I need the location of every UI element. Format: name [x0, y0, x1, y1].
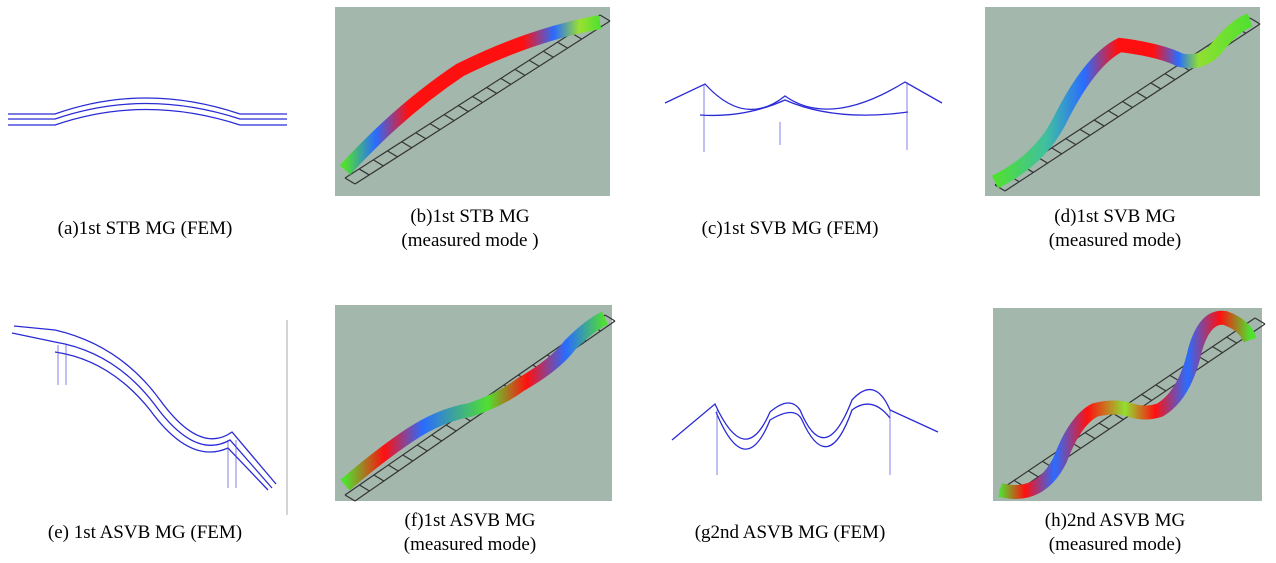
deck-rung	[388, 464, 399, 472]
mode-band	[998, 310, 1257, 499]
deck-rung	[358, 168, 370, 176]
deck-rung	[557, 41, 568, 49]
mode-line	[664, 81, 943, 111]
caption: (c)1st SVB MG (FEM)	[702, 218, 879, 239]
deck-rung	[1122, 100, 1133, 109]
deck-rung	[486, 86, 497, 94]
mode-line	[699, 99, 909, 117]
deck-rung	[1113, 413, 1124, 421]
mode-line	[13, 325, 277, 485]
deck-rung	[1254, 317, 1266, 325]
deck-rung	[472, 95, 483, 104]
deck-rung	[1212, 346, 1223, 354]
deck-rung	[359, 484, 370, 492]
caption: (d)1st SVB MG	[1054, 206, 1176, 227]
deck-rung	[1164, 73, 1176, 81]
panel-f	[335, 305, 616, 502]
deck-rung	[514, 68, 526, 76]
deck-rung	[1084, 432, 1096, 440]
deck-rung	[543, 50, 554, 58]
deck-rung	[1136, 91, 1147, 99]
panel-g	[671, 389, 939, 475]
mode-line	[715, 403, 891, 450]
panel-h	[993, 308, 1266, 501]
deck-rung	[1093, 119, 1105, 127]
deck-rung	[429, 123, 441, 131]
deck-rung	[445, 424, 457, 432]
mode-line	[8, 102, 287, 120]
caption: (measured mode )	[401, 230, 538, 251]
mode-line	[11, 332, 273, 489]
deck-rung	[599, 14, 611, 22]
deck-rung	[1150, 82, 1162, 90]
deck-rung	[1249, 17, 1261, 25]
deck-rung	[1141, 393, 1152, 401]
panel-a	[8, 97, 287, 126]
deck-rung	[1098, 422, 1110, 430]
caption: (e) 1st ASVB MG (FEM)	[48, 522, 242, 543]
deck-rung	[500, 77, 512, 85]
mode-line	[8, 108, 287, 126]
deck-rung	[1051, 147, 1062, 155]
deck-rung	[416, 444, 428, 452]
captions: (a)1st STB MG (FEM) (b)1st STB MG (measure…	[48, 206, 1186, 555]
deck-rung	[1155, 384, 1167, 392]
mode-band	[339, 15, 602, 175]
deck-rung	[1079, 128, 1091, 136]
deck-rung	[1028, 470, 1039, 478]
deck-rung	[402, 454, 414, 462]
mode-band	[991, 13, 1253, 189]
deck-rung	[443, 114, 455, 122]
deck-rung	[415, 132, 427, 140]
caption: (measured mode)	[404, 534, 536, 555]
deck-rung	[401, 141, 412, 149]
deck-rung	[344, 494, 356, 502]
caption: (measured mode)	[1049, 534, 1181, 555]
mode-line	[8, 97, 287, 115]
deck-rung	[1226, 336, 1237, 344]
caption: (f)1st ASVB MG	[405, 510, 536, 531]
caption: (measured mode)	[1049, 230, 1181, 251]
deck-rung	[1065, 138, 1077, 146]
caption: (a)1st STB MG (FEM)	[58, 218, 233, 239]
deck-rung	[387, 150, 398, 158]
deck-rung	[458, 105, 469, 113]
deck-rung	[528, 59, 540, 67]
caption: (h)2nd ASVB MG	[1045, 510, 1186, 531]
deck-rung	[373, 159, 384, 167]
mode-line	[54, 351, 269, 491]
mode-line	[671, 389, 939, 441]
deck-rung	[431, 434, 442, 442]
panel-b	[335, 7, 611, 196]
deck-rung	[1108, 110, 1119, 118]
mode-band	[340, 311, 609, 491]
deck-rung	[604, 314, 616, 322]
deck-rung	[994, 184, 1006, 192]
deck-rung	[373, 474, 385, 482]
caption: (g2nd ASVB MG (FEM)	[695, 522, 886, 543]
panel-e	[11, 320, 288, 515]
caption: (b)1st STB MG	[410, 206, 530, 227]
panel-c	[664, 81, 943, 152]
deck-rung	[344, 177, 356, 185]
panel-d	[985, 7, 1261, 196]
